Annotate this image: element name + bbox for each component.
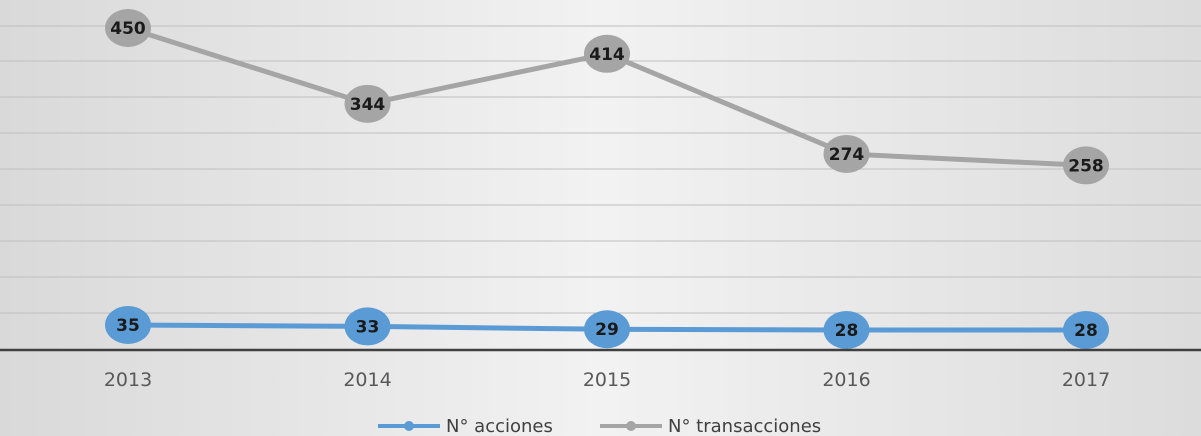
series-0-data-label-2013: 35 — [116, 316, 140, 336]
legend-label-1: N° transacciones — [668, 416, 821, 436]
series-0-marker-2017 — [1063, 310, 1109, 349]
series-0-data-label-2014: 33 — [356, 317, 380, 337]
series-1-data-label-2016: 274 — [829, 145, 865, 165]
series-0-marker-2016 — [823, 310, 870, 349]
series-1-marker-2017 — [1063, 146, 1109, 185]
series-markers — [105, 9, 1109, 349]
series-0-marker-2015 — [584, 310, 630, 349]
series-1-marker-2015 — [584, 34, 630, 73]
series-1-data-label-2014: 344 — [350, 95, 386, 115]
series-0-marker-2013 — [105, 305, 151, 344]
x-tick-label-2016: 2016 — [822, 369, 870, 391]
legend-marker-0 — [404, 421, 414, 431]
series-1-marker-2013 — [105, 9, 151, 47]
series-1-data-label-2017: 258 — [1068, 156, 1104, 176]
series-0-data-label-2017: 28 — [1074, 321, 1098, 341]
series-1-data-label-2013: 450 — [110, 19, 146, 39]
series-0-data-label-2015: 29 — [595, 320, 619, 340]
legend-label-0: N° acciones — [446, 416, 553, 436]
legend: N° acciones N° transacciones — [378, 416, 821, 436]
x-tick-label-2013: 2013 — [104, 369, 152, 391]
series-0-data-label-2016: 28 — [835, 321, 859, 341]
x-axis: 2013 2014 2015 2016 2017 — [0, 348, 1201, 391]
series-1-marker-2014 — [344, 84, 391, 123]
series-1-marker-2016 — [823, 134, 870, 173]
x-tick-label-2015: 2015 — [583, 369, 631, 391]
legend-marker-1 — [626, 421, 636, 431]
series-0-marker-2014 — [344, 307, 391, 346]
x-tick-label-2014: 2014 — [343, 369, 391, 391]
x-tick-label-2017: 2017 — [1062, 369, 1110, 391]
data-labels: 35 33 29 28 28 450 344 414 274 258 — [110, 19, 1104, 341]
series-1-data-label-2015: 414 — [589, 45, 625, 65]
